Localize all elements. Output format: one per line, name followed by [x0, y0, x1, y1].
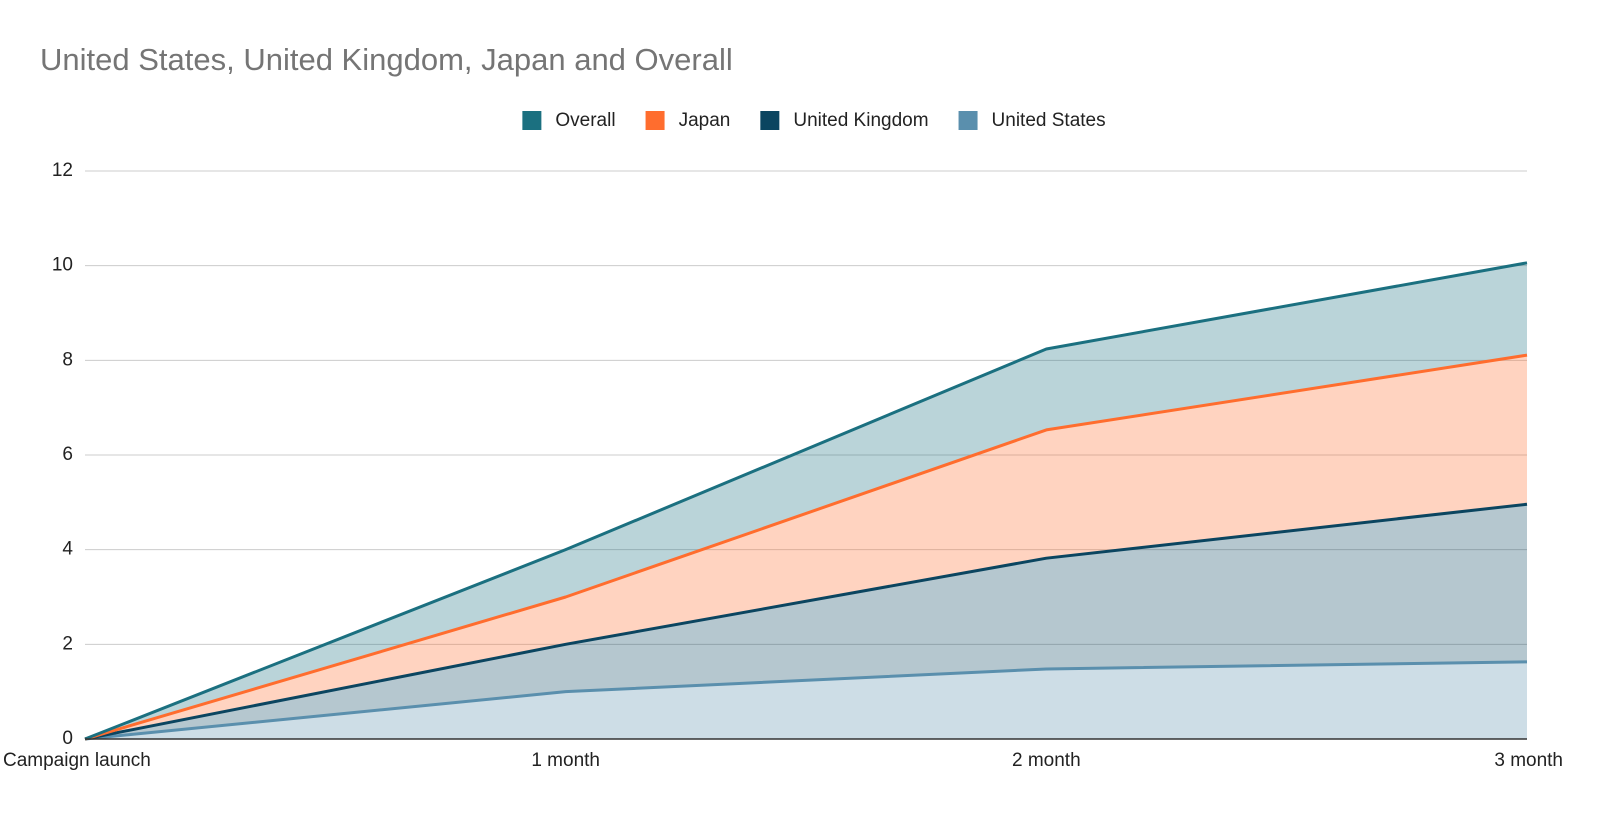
y-tick-label: 10 [52, 255, 73, 276]
x-tick-label: 2 month [1012, 750, 1081, 771]
legend-swatch [645, 111, 665, 130]
area-fill [85, 504, 1527, 739]
legend-swatch [760, 111, 780, 130]
legend-swatch [522, 111, 542, 130]
legend-label: United Kingdom [793, 110, 928, 131]
x-tick-label: 3 month [1494, 750, 1563, 771]
area-fill [85, 262, 1527, 739]
x-tick-label: 1 month [531, 750, 600, 771]
area-fill [85, 355, 1527, 739]
y-tick-label: 8 [62, 349, 73, 370]
legend-label: Japan [679, 110, 731, 131]
legend-label: United States [992, 110, 1106, 131]
chart-title: United States, United Kingdom, Japan and… [40, 42, 733, 77]
legend-swatch [958, 111, 978, 130]
y-tick-label: 0 [62, 728, 73, 749]
area-line [84, 502, 1528, 741]
y-tick-label: 2 [62, 633, 73, 654]
area-fill [85, 661, 1527, 739]
y-tick-label: 6 [62, 444, 73, 465]
y-tick-label: 12 [52, 160, 73, 181]
area-line [84, 353, 1528, 741]
legend-label: Overall [555, 110, 615, 131]
y-tick-label: 4 [62, 539, 73, 560]
x-tick-label: Campaign launch [3, 750, 151, 771]
area-line [84, 660, 1528, 741]
area-line [84, 261, 1528, 741]
